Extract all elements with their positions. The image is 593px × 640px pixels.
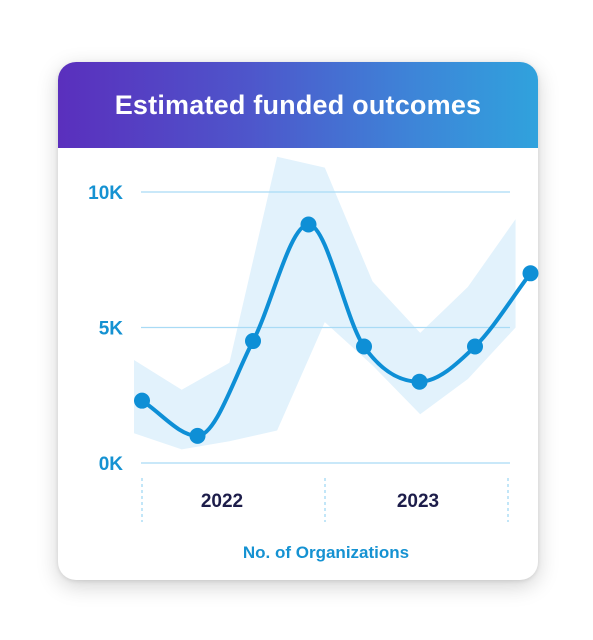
x-axis: 2022 2023 No. of Organizations	[141, 478, 509, 562]
series-line	[140, 222, 533, 438]
data-point	[411, 373, 428, 390]
confidence-band-layer	[134, 156, 516, 450]
data-point	[356, 338, 372, 355]
confidence-band	[134, 156, 516, 450]
x-tick-label: 2023	[397, 491, 439, 512]
gridlines	[141, 191, 510, 464]
data-point	[245, 333, 261, 350]
series-line-layer	[140, 222, 533, 438]
y-tick-label: 0K	[99, 454, 124, 475]
data-points	[134, 216, 539, 444]
y-tick-label: 10K	[88, 183, 123, 204]
x-axis-label: No. of Organizations	[243, 543, 409, 562]
x-tick-label: 2022	[201, 491, 243, 512]
data-point	[189, 427, 206, 444]
chart-header: Estimated funded outcomes	[58, 62, 538, 148]
y-axis-ticks: 0K 5K 10K	[88, 183, 123, 475]
data-point	[134, 392, 150, 409]
data-point	[467, 338, 483, 355]
data-point	[522, 265, 539, 282]
y-tick-label: 5K	[99, 319, 124, 340]
data-point	[300, 216, 317, 233]
chart-title: Estimated funded outcomes	[114, 89, 482, 120]
